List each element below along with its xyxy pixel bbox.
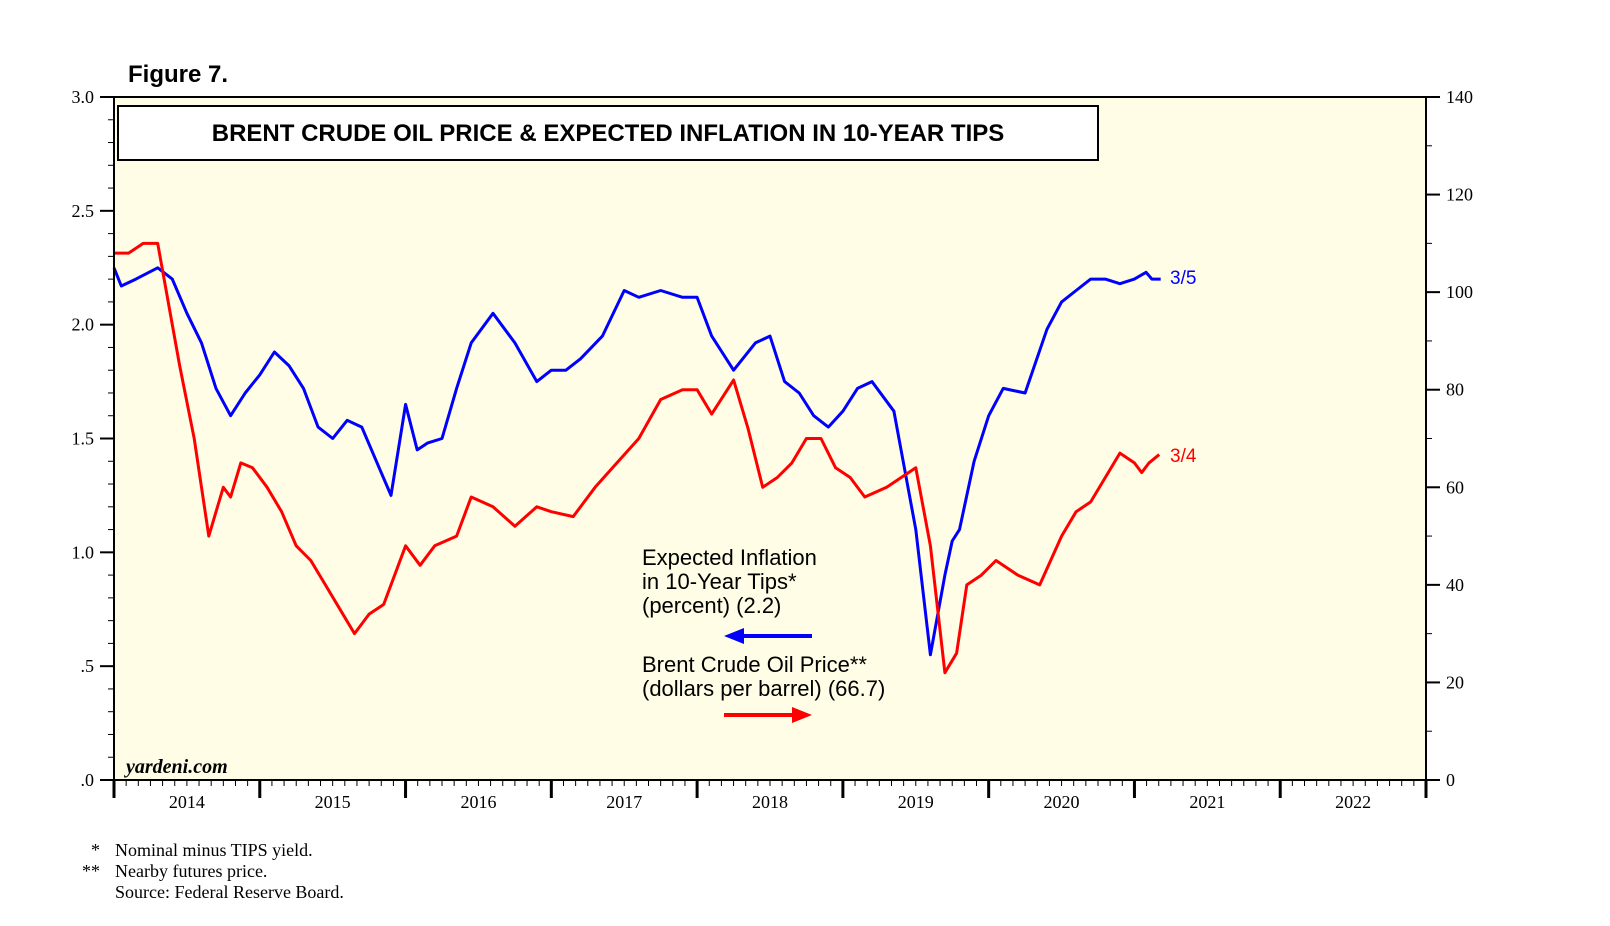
series-layer	[112, 241, 1161, 675]
figure-label: Figure 7.	[128, 61, 228, 88]
plot-frame	[113, 96, 1427, 781]
right-tick-label: 40	[1446, 575, 1464, 595]
x-tick-label: 2022	[1335, 792, 1371, 812]
footnote-source: Source: Federal Reserve Board.	[115, 882, 344, 902]
x-tick-label: 2014	[169, 792, 205, 812]
left-tick-label: 1.5	[72, 429, 95, 449]
oil-end-label: 3/4	[1170, 446, 1197, 467]
x-tick-label: 2016	[460, 792, 496, 812]
footnote-1: Nominal minus TIPS yield.	[115, 840, 313, 860]
oil-legend-line2: (dollars per barrel) (66.7)	[642, 676, 885, 701]
inflation-legend: Expected Inflation in 10-Year Tips* (per…	[642, 545, 817, 644]
oil-price-line	[114, 241, 1161, 675]
x-tick-label: 2021	[1189, 792, 1225, 812]
right-tick-label: 120	[1446, 185, 1473, 205]
chart-title: BRENT CRUDE OIL PRICE & EXPECTED INFLATI…	[212, 120, 1005, 147]
left-tick-label: 3.0	[72, 87, 95, 107]
right-tick-label: 80	[1446, 380, 1464, 400]
x-tick-label: 2017	[606, 792, 642, 812]
x-tick-label: 2018	[752, 792, 788, 812]
inflation-legend-line2: in 10-Year Tips*	[642, 569, 797, 594]
left-tick-label: .0	[81, 770, 95, 790]
right-tick-label: 20	[1446, 672, 1464, 692]
title-box: BRENT CRUDE OIL PRICE & EXPECTED INFLATI…	[117, 105, 1099, 161]
inflation-line	[112, 266, 1161, 657]
x-tick-label: 2019	[898, 792, 934, 812]
right-tick-label: 140	[1446, 87, 1473, 107]
inflation-end-label: 3/5	[1170, 268, 1196, 289]
right-tick-label: 60	[1446, 477, 1464, 497]
footnote-1-marker: *	[91, 840, 100, 860]
oil-legend-line1: Brent Crude Oil Price**	[642, 652, 867, 677]
watermark: yardeni.com	[124, 756, 228, 778]
inflation-legend-line3: (percent) (2.2)	[642, 593, 781, 618]
left-tick-label: 1.0	[72, 542, 95, 562]
footnotes: * Nominal minus TIPS yield. ** Nearby fu…	[82, 840, 344, 902]
left-tick-label: .5	[81, 656, 95, 676]
title-box-frame	[117, 105, 1099, 161]
right-tick-label: 100	[1446, 282, 1473, 302]
oil-legend: Brent Crude Oil Price** (dollars per bar…	[642, 652, 885, 723]
x-tick-label: 2020	[1044, 792, 1080, 812]
left-tick-label: 2.5	[72, 201, 95, 221]
footnote-2-marker: **	[82, 861, 100, 881]
inflation-legend-line1: Expected Inflation	[642, 545, 817, 570]
x-tick-label: 2015	[315, 792, 351, 812]
right-arrow-icon	[724, 707, 812, 723]
right-tick-label: 0	[1446, 770, 1455, 790]
footnote-2: Nearby futures price.	[115, 861, 267, 881]
left-arrow-icon	[724, 628, 812, 644]
left-tick-label: 2.0	[72, 315, 95, 335]
